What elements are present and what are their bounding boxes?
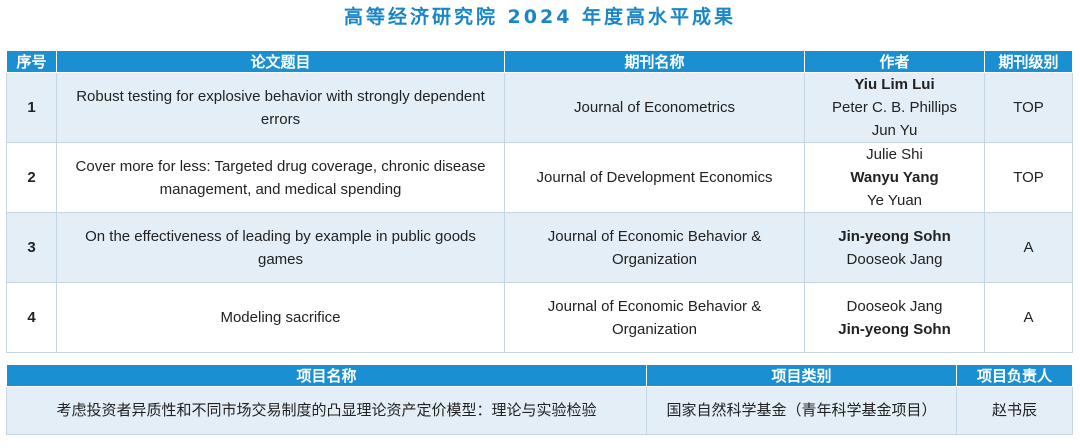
author-name: Jin-yeong Sohn — [838, 320, 951, 338]
paper-authors: Dooseok Jang Jin-yeong Sohn — [804, 282, 985, 353]
header-project-name: 项目名称 — [6, 364, 647, 387]
header-journal-level: 期刊级别 — [984, 50, 1073, 73]
author-name: Dooseok Jang — [846, 297, 943, 315]
author-name: Peter C. B. Phillips — [831, 99, 958, 116]
header-authors: 作者 — [804, 50, 985, 73]
projects-header-row: 项目名称 项目类别 项目负责人 — [6, 364, 1073, 387]
header-paper-title: 论文题目 — [56, 50, 505, 73]
header-number: 序号 — [6, 50, 57, 73]
page-title: 高等经济研究院 2024 年度高水平成果 — [343, 6, 737, 28]
papers-table: 序号 论文题目 期刊名称 作者 期刊级别 1 Robust testing for… — [6, 50, 1073, 353]
header-project-category: 项目类别 — [646, 364, 957, 387]
paper-title: On the effectiveness of leading by examp… — [56, 212, 505, 283]
paper-journal: Journal of Econometrics — [504, 72, 805, 143]
paper-level: TOP — [984, 72, 1073, 143]
author-name: Ye Yuan — [866, 192, 923, 209]
paper-number: 1 — [6, 72, 57, 143]
paper-authors: Julie Shi Wanyu Yang Ye Yuan — [804, 142, 985, 213]
papers-header-row: 序号 论文题目 期刊名称 作者 期刊级别 — [6, 50, 1073, 73]
paper-title: Robust testing for explosive behavior wi… — [56, 72, 505, 143]
header-journal: 期刊名称 — [504, 50, 805, 73]
paper-row: 4 Modeling sacrifice Journal of Economic B… — [6, 282, 1073, 353]
author-name: Dooseok Jang — [846, 250, 943, 268]
paper-level: A — [984, 282, 1073, 353]
author-name: Julie Shi — [866, 146, 923, 163]
paper-number: 4 — [6, 282, 57, 353]
project-row: 考虑投资者异质性和不同市场交易制度的凸显理论资产定价模型：理论与实验检验 国家自然… — [6, 386, 1073, 435]
header-project-leader: 项目负责人 — [956, 364, 1073, 387]
project-category: 国家自然科学基金（青年科学基金项目） — [646, 386, 957, 435]
paper-journal: Journal of Economic Behavior & Organizat… — [504, 212, 805, 283]
paper-authors: Jin-yeong Sohn Dooseok Jang — [804, 212, 985, 283]
author-name: Wanyu Yang — [850, 169, 939, 186]
paper-title: Modeling sacrifice — [56, 282, 505, 353]
paper-level: A — [984, 212, 1073, 283]
projects-table: 项目名称 项目类别 项目负责人 考虑投资者异质性和不同市场交易制度的凸显理论资产… — [6, 364, 1073, 435]
author-name: Jin-yeong Sohn — [838, 227, 951, 245]
project-name: 考虑投资者异质性和不同市场交易制度的凸显理论资产定价模型：理论与实验检验 — [6, 386, 647, 435]
author-name: Jun Yu — [871, 122, 918, 139]
paper-number: 2 — [6, 142, 57, 213]
paper-title: Cover more for less: Targeted drug cover… — [56, 142, 505, 213]
paper-row: 1 Robust testing for explosive behavior w… — [6, 72, 1073, 143]
paper-journal: Journal of Economic Behavior & Organizat… — [504, 282, 805, 353]
author-name: Yiu Lim Lui — [854, 76, 935, 93]
paper-row: 2 Cover more for less: Targeted drug cove… — [6, 142, 1073, 213]
paper-row: 3 On the effectiveness of leading by exam… — [6, 212, 1073, 283]
project-leader: 赵书辰 — [956, 386, 1073, 435]
paper-authors: Yiu Lim Lui Peter C. B. Phillips Jun Yu — [804, 72, 985, 143]
paper-number: 3 — [6, 212, 57, 283]
paper-journal: Journal of Development Economics — [504, 142, 805, 213]
paper-level: TOP — [984, 142, 1073, 213]
